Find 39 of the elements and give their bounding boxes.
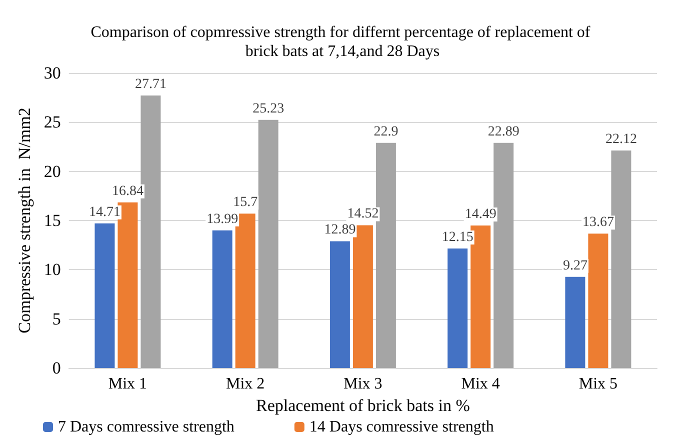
data-label: 16.84: [112, 184, 144, 199]
data-label: 12.15: [442, 230, 474, 246]
legend-label: 7 Days comressive strength: [58, 418, 234, 436]
data-label: 15.7: [233, 195, 258, 210]
x-tick-label: Mix 4: [461, 376, 500, 392]
data-label: 13.99: [206, 212, 238, 227]
legend-label: 14 Days comressive strength: [309, 418, 494, 436]
bar: [588, 234, 608, 368]
data-label: 22.12: [605, 132, 637, 147]
bar: [448, 248, 468, 368]
data-label: 12.89: [324, 222, 356, 238]
data-label: 9.27: [562, 258, 588, 274]
data-label: 14.52: [347, 206, 379, 222]
data-label: 27.71: [134, 77, 166, 92]
bar: [94, 223, 115, 368]
bar: [565, 276, 586, 368]
y-tick-label: 10: [44, 260, 61, 280]
x-axis-title: Replacement of brick bats in %: [256, 396, 470, 415]
y-tick-label: 5: [52, 309, 61, 328]
x-tick-label: Mix 1: [108, 376, 148, 392]
bar: [212, 230, 232, 368]
bar: [258, 120, 278, 368]
y-tick-label: 25: [44, 112, 61, 132]
y-tick-label: 15: [44, 211, 61, 230]
y-axis-title: Compressive strength in N/mm2: [15, 108, 34, 334]
data-label: 22.9: [374, 124, 398, 140]
y-tick-label: 0: [52, 358, 61, 378]
bar: [330, 241, 350, 368]
data-label: 22.89: [488, 124, 520, 140]
data-label: 14.71: [88, 204, 120, 220]
x-tick-label: Mix 3: [344, 376, 382, 392]
y-tick-label: 30: [44, 64, 61, 82]
y-tick-label: 20: [44, 162, 61, 181]
x-tick-label: Mix 5: [578, 376, 618, 392]
data-label: 14.49: [464, 207, 496, 222]
x-tick-label: Mix 2: [226, 376, 265, 392]
data-label: 25.23: [252, 101, 284, 116]
data-label: 13.67: [582, 215, 614, 230]
chart-title: Comparison of copmressive strength for differnt percentage of replacement of brick bats at 7,14,and 28 Days: [90, 24, 594, 60]
